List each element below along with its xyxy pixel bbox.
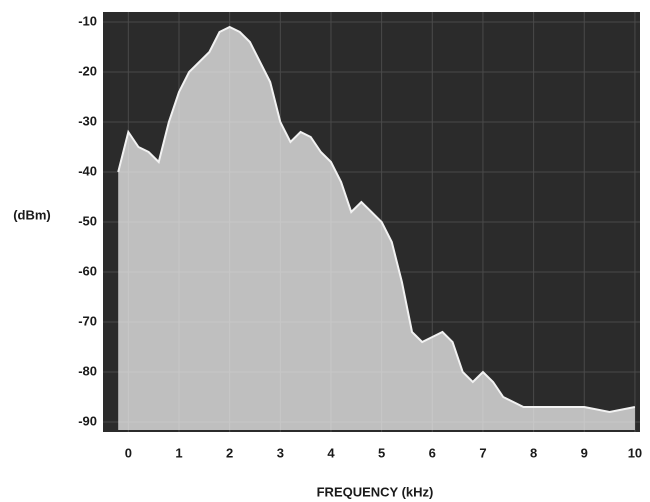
y-tick-label: -10	[78, 13, 97, 28]
y-tick-label: -20	[78, 63, 97, 78]
y-axis-label: (dBm)	[13, 207, 51, 222]
x-tick-label: 3	[277, 445, 284, 460]
x-axis-label: FREQUENCY (kHz)	[317, 484, 434, 499]
x-tick-label: 1	[175, 445, 182, 460]
y-tick-label: -80	[78, 363, 97, 378]
spectrum-line	[117, 25, 636, 414]
x-tick-label: 2	[226, 445, 233, 460]
y-tick-label: -30	[78, 113, 97, 128]
x-tick-label: 9	[581, 445, 588, 460]
x-tick-label: 7	[479, 445, 486, 460]
area-fill	[118, 27, 635, 430]
x-tick-label: 0	[125, 445, 132, 460]
y-tick-label: -70	[78, 313, 97, 328]
y-tick-label: -40	[78, 163, 97, 178]
y-tick-label: -60	[78, 263, 97, 278]
y-tick-label: -50	[78, 213, 97, 228]
x-tick-label: 10	[628, 445, 642, 460]
y-tick-label: -90	[78, 413, 97, 428]
x-tick-label: 8	[530, 445, 537, 460]
x-tick-label: 6	[429, 445, 436, 460]
x-tick-label: 4	[327, 445, 335, 460]
x-tick-label: 5	[378, 445, 385, 460]
